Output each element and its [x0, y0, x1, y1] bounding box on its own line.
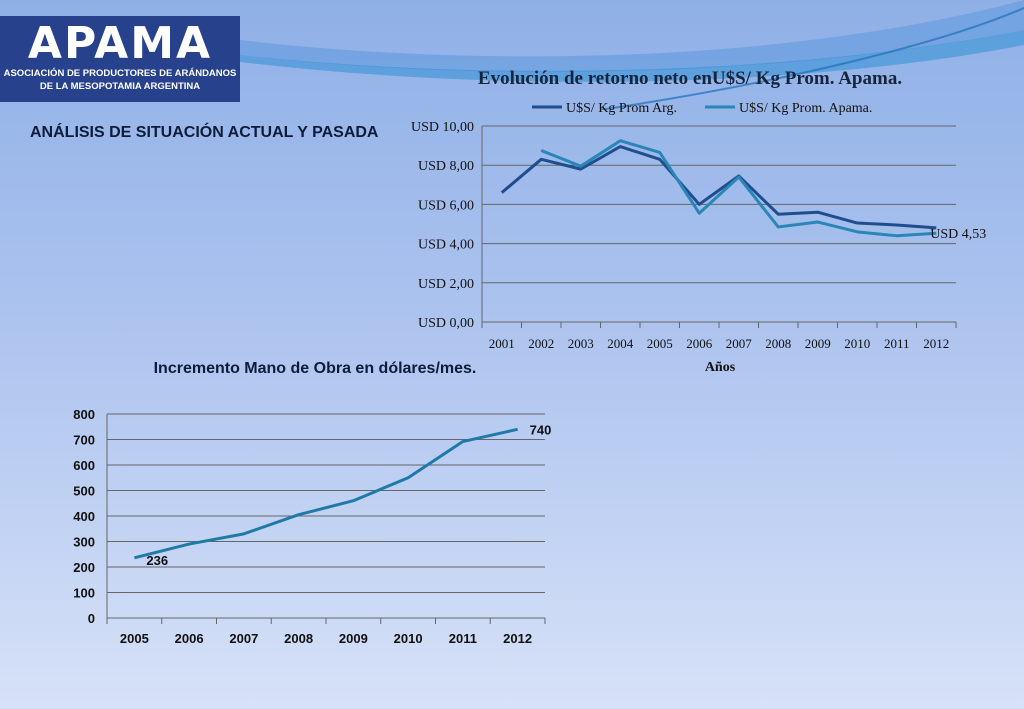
x-tick-label: 2007 — [726, 336, 753, 351]
x-tick-label: 2001 — [489, 336, 515, 351]
data-label-first: 236 — [146, 553, 168, 568]
x-tick-label: 2006 — [686, 336, 713, 351]
y-tick-label: 700 — [73, 433, 95, 448]
x-tick-label: 2004 — [607, 336, 634, 351]
x-tick-label: 2012 — [503, 631, 532, 646]
y-tick-label: 200 — [73, 560, 95, 575]
y-tick-label: 500 — [73, 484, 95, 499]
x-tick-label: 2008 — [284, 631, 313, 646]
header-swoosh — [240, 0, 1024, 110]
series-line-labor — [134, 427, 518, 560]
x-tick-label: 2002 — [528, 336, 554, 351]
y-tick-label: 100 — [73, 586, 95, 601]
y-tick-label: 800 — [73, 407, 95, 422]
x-tick-label: 2011 — [449, 631, 477, 646]
legend-label: U$S/ Kg Prom Arg. — [566, 101, 677, 116]
y-tick-label: USD 6,00 — [418, 198, 474, 213]
x-tick-label: 2009 — [339, 631, 368, 646]
x-tick-label: 2008 — [765, 336, 791, 351]
series-line-apama — [540, 139, 937, 238]
y-tick-label: USD 4,00 — [418, 238, 474, 253]
x-tick-label: 2010 — [394, 631, 423, 646]
y-tick-label: USD 0,00 — [418, 316, 474, 331]
y-tick-label: USD 10,00 — [411, 120, 474, 135]
data-label-last: 740 — [530, 422, 552, 437]
y-tick-label: 400 — [73, 509, 95, 524]
x-tick-label: 2006 — [175, 631, 204, 646]
x-tick-label: 2012 — [923, 336, 949, 351]
chart1-title: Evolución de retorno neto enU$S/ Kg Prom… — [477, 68, 903, 89]
section-title: ANÁLISIS DE SITUACIÓN ACTUAL Y PASADA — [30, 124, 379, 141]
legend-label: U$S/ Kg Prom. Apama. — [739, 101, 872, 116]
apama-logo: APAMA ASOCIACIÓN DE PRODUCTORES DE ARÁND… — [0, 16, 240, 102]
y-tick-label: 300 — [73, 535, 95, 550]
x-tick-label: 2007 — [229, 631, 258, 646]
y-tick-label: 0 — [88, 611, 95, 626]
logo-wordmark: APAMA — [27, 18, 213, 69]
x-tick-label: 2005 — [647, 336, 673, 351]
chart-mano-de-obra: 0 100 200 300 400 500 600 700 800 2005 2006 2007 200… — [73, 407, 552, 646]
y-tick-label: 600 — [73, 458, 95, 473]
data-label-last: USD 4,53 — [930, 227, 986, 242]
x-tick-label: 2005 — [120, 631, 149, 646]
x-tick-label: 2011 — [884, 336, 910, 351]
x-tick-label: 2010 — [844, 336, 870, 351]
chart2-title: Incremento Mano de Obra en dólares/mes. — [153, 360, 477, 377]
x-axis-label: Años — [705, 360, 736, 375]
series-line-arg — [500, 145, 937, 230]
chart-retorno-neto: USD 0,00 USD 2,00 USD 4,00 USD 6,00 USD 8,00… — [411, 101, 986, 375]
x-tick-label: 2003 — [568, 336, 594, 351]
logo-subtitle-1: ASOCIACIÓN DE PRODUCTORES DE ARÁNDANOS — [3, 68, 237, 79]
x-tick-label: 2009 — [805, 336, 831, 351]
y-tick-label: USD 8,00 — [418, 159, 474, 174]
logo-subtitle-2: DE LA MESOPOTAMIA ARGENTINA — [39, 81, 201, 92]
y-tick-label: USD 2,00 — [418, 277, 474, 292]
